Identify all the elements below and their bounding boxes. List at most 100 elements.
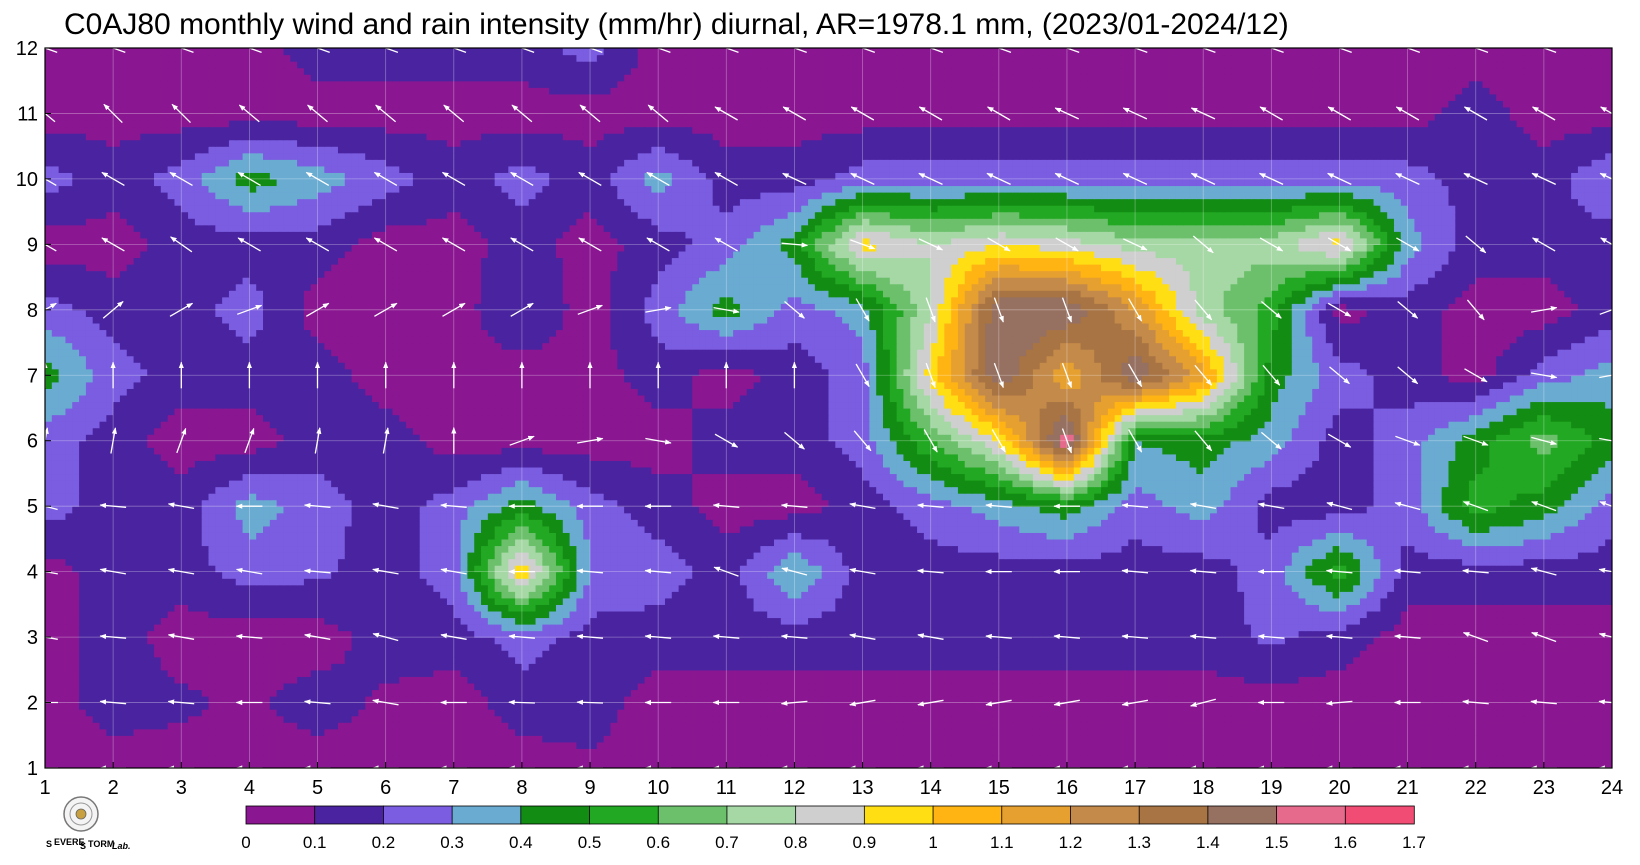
rain-cell <box>433 715 441 723</box>
rain-cell <box>835 630 843 638</box>
rain-cell <box>276 624 285 632</box>
rain-cell <box>1148 754 1157 763</box>
rain-cell <box>1066 728 1075 736</box>
rain-cell <box>596 643 605 651</box>
rain-cell <box>733 663 741 671</box>
rain-cell <box>1278 643 1286 651</box>
rain-cell <box>671 650 680 658</box>
rain-cell <box>1155 709 1163 717</box>
rain-cell <box>1414 689 1422 697</box>
rain-cell <box>1441 741 1450 749</box>
rain-cell <box>521 735 530 743</box>
rain-cell <box>1516 682 1525 691</box>
rain-cell <box>194 689 203 697</box>
rain-cell <box>174 702 182 710</box>
rain-cell <box>1393 748 1402 756</box>
rain-cell <box>501 630 509 638</box>
rain-cell <box>542 702 550 710</box>
rain-cell <box>1019 735 1027 743</box>
rain-cell <box>1591 682 1599 691</box>
rain-cell <box>753 696 761 704</box>
rain-cell <box>1046 735 1054 743</box>
rain-cell <box>188 741 196 749</box>
rain-cell <box>337 663 346 671</box>
rain-cell <box>937 702 945 710</box>
rain-cell <box>1189 656 1197 664</box>
rain-cell <box>842 741 850 749</box>
rain-cell <box>719 630 727 638</box>
rain-cell <box>1291 748 1300 756</box>
rain-cell <box>1516 761 1525 768</box>
rain-cell <box>412 643 421 651</box>
rain-cell <box>1468 709 1477 717</box>
rain-cell <box>440 735 448 743</box>
rain-cell <box>515 715 523 723</box>
rain-cell <box>590 682 598 691</box>
rain-cell <box>998 663 1007 671</box>
rain-cell <box>1516 735 1525 743</box>
rain-cell <box>51 741 60 749</box>
rain-cell <box>331 741 339 749</box>
rain-cell <box>303 682 312 691</box>
rain-cell <box>317 682 325 691</box>
rain-cell <box>1012 669 1020 677</box>
rain-cell <box>201 637 210 645</box>
rain-cell <box>154 728 162 736</box>
rain-cell <box>99 656 107 664</box>
rain-cell <box>521 741 530 749</box>
rain-cell <box>951 748 959 756</box>
rain-cell <box>1012 630 1020 638</box>
rain-cell <box>113 630 121 638</box>
rain-cell <box>1148 643 1157 651</box>
rain-cell <box>808 624 816 632</box>
rain-cell <box>630 702 639 710</box>
rain-cell <box>1162 709 1170 717</box>
rain-cell <box>1278 637 1286 645</box>
rain-cell <box>1230 643 1238 651</box>
rain-cell <box>794 735 802 743</box>
rain-cell <box>1482 702 1490 710</box>
rain-cell <box>1080 696 1088 704</box>
rain-cell <box>1359 669 1368 677</box>
rain-cell <box>780 722 789 730</box>
rain-cell <box>910 630 918 638</box>
rain-cell <box>1319 761 1327 768</box>
rain-cell <box>174 663 182 671</box>
rain-cell <box>331 669 339 677</box>
rain-cell <box>1516 754 1525 763</box>
rain-cell <box>848 637 857 645</box>
rain-cell <box>1509 643 1518 651</box>
rain-cell <box>1046 709 1054 717</box>
rain-cell <box>1353 696 1361 704</box>
rain-cell <box>1482 630 1490 638</box>
rain-cell <box>610 624 618 632</box>
rain-cell <box>494 748 503 756</box>
rain-cell <box>1257 676 1266 684</box>
rain-cell <box>167 702 176 710</box>
rain-cell <box>1012 748 1020 756</box>
rain-cell <box>1298 643 1307 651</box>
rain-cell <box>1312 728 1320 736</box>
rain-cell <box>746 643 755 651</box>
rain-cell <box>603 741 612 749</box>
rain-cell <box>215 748 223 756</box>
rain-cell <box>1584 761 1593 768</box>
rain-cell <box>174 741 182 749</box>
rain-cell <box>385 754 394 763</box>
rain-cell <box>1441 643 1450 651</box>
rain-cell <box>1591 735 1599 743</box>
rain-cell <box>569 748 578 756</box>
rain-cell <box>1564 722 1572 730</box>
rain-cell <box>590 643 598 651</box>
rain-cell <box>1393 702 1402 710</box>
rain-cell <box>1387 656 1395 664</box>
rain-cell <box>1237 663 1245 671</box>
rain-cell <box>331 702 339 710</box>
rain-cell <box>957 722 966 730</box>
rain-cell <box>487 702 496 710</box>
rain-cell <box>1046 754 1054 763</box>
rain-cell <box>174 728 182 736</box>
rain-cell <box>1455 669 1463 677</box>
rain-cell <box>923 696 932 704</box>
rain-cell <box>201 761 210 768</box>
